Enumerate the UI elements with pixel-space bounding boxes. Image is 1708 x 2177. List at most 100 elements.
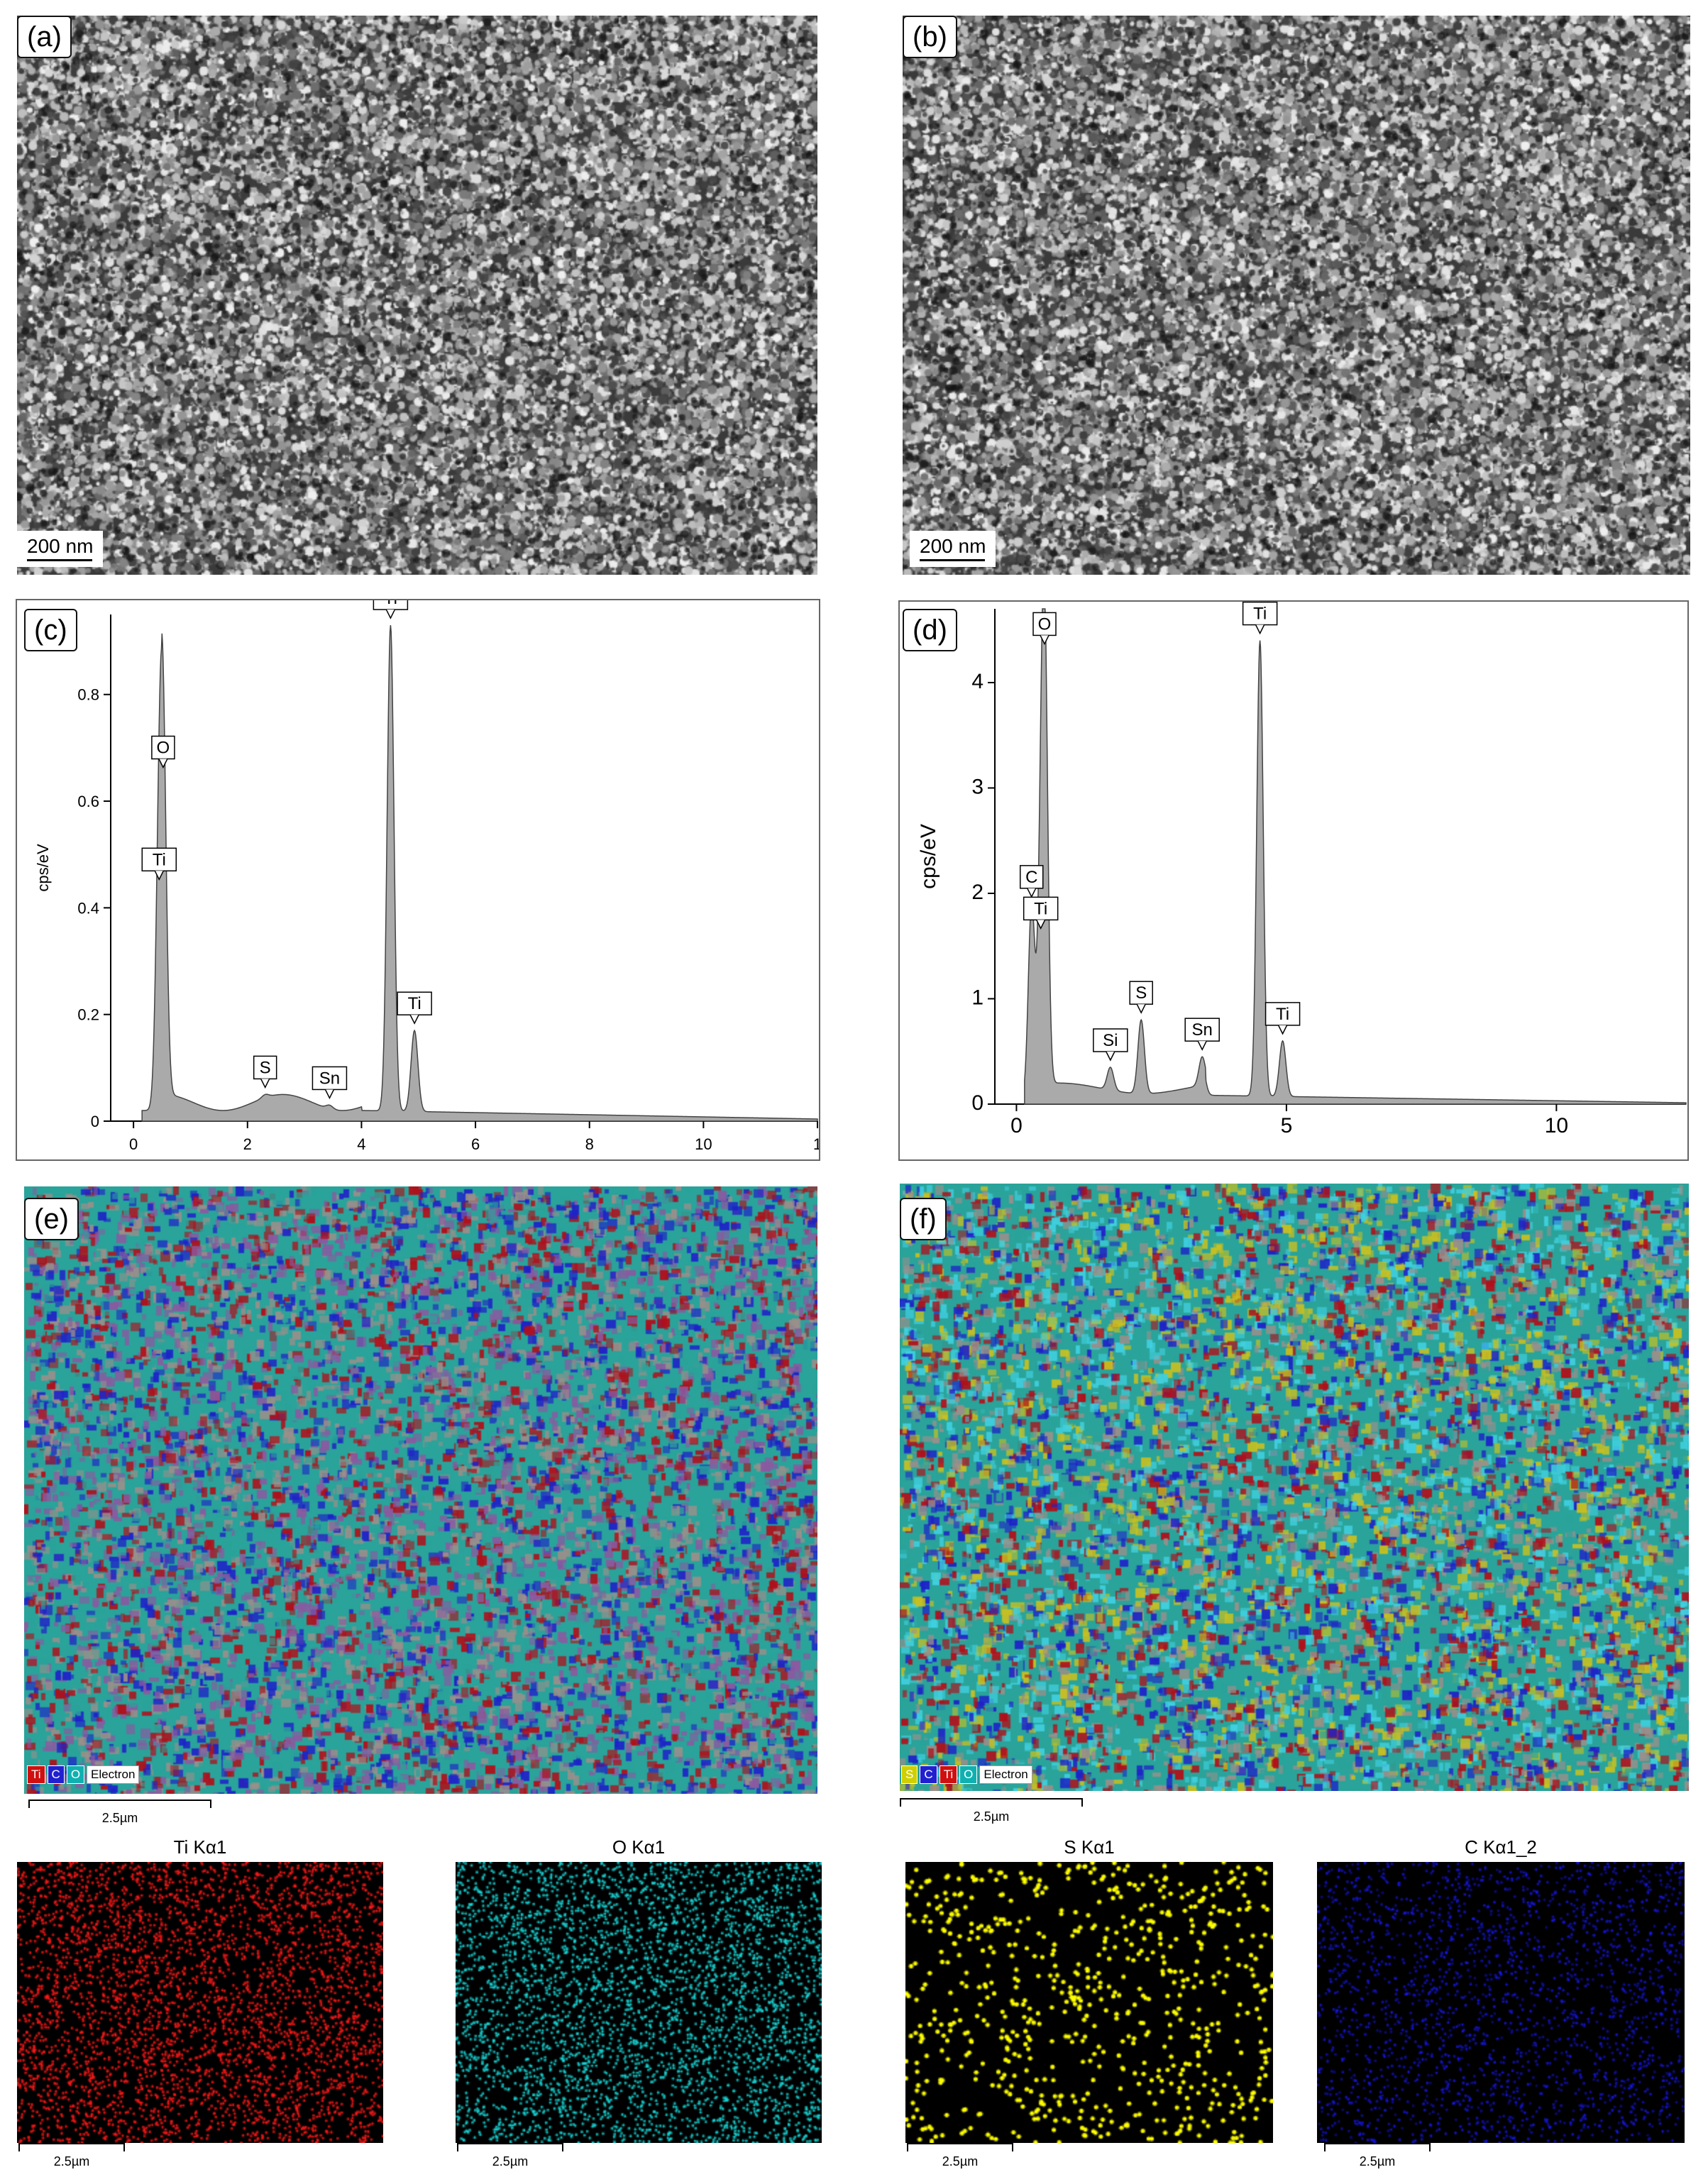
svg-text:C: C	[1025, 868, 1037, 887]
svg-text:Ti: Ti	[384, 600, 397, 608]
svg-text:Ti: Ti	[1253, 605, 1267, 624]
peak-label: S	[253, 1055, 277, 1089]
svg-text:O: O	[1038, 614, 1052, 634]
panel-label-f: (f)	[900, 1198, 947, 1240]
legend-electron: Electron	[979, 1765, 1032, 1784]
scale-bar-a-label: 200 nm	[27, 535, 94, 557]
legend-swatch-o: O	[959, 1765, 978, 1784]
legend-swatch-c: C	[920, 1765, 937, 1784]
eds-layered-map-e	[24, 1186, 817, 1794]
map-scale-f-label: 2.5µm	[973, 1809, 1010, 1824]
spectrum-panel-d: 0 5 10 0 1 2 3 4 cps/eV C Ti O Si S Sn Ti Ti (d)	[898, 600, 1689, 1161]
y-tick-label: 2	[971, 881, 984, 904]
map-scale-e-label: 2.5µm	[101, 1811, 138, 1825]
svg-text:Ti: Ti	[1034, 899, 1047, 918]
svg-text:Ti: Ti	[153, 850, 166, 869]
sem-panel-a: (a) 200 nm	[17, 16, 817, 575]
map-scale-s: 2.5µm	[907, 2143, 1013, 2171]
y-tick-label: 0.4	[77, 899, 99, 917]
map-scale-c: 2.5µm	[1324, 2143, 1431, 2171]
svg-text:Sn: Sn	[1192, 1020, 1213, 1040]
peak-label: Ti	[397, 991, 432, 1025]
sem-image-a	[17, 16, 817, 575]
peak-label: Ti	[1265, 1002, 1301, 1035]
map-title-c: C Kα1_2	[1465, 1836, 1537, 1858]
spectrum-trace	[1024, 608, 1687, 1105]
peak-label: Sn	[312, 1066, 348, 1100]
x-tick-label: 0	[129, 1135, 138, 1153]
peak-label: Sn	[1184, 1018, 1220, 1051]
element-map-ti	[17, 1862, 383, 2143]
panel-label-e: (e)	[24, 1198, 79, 1240]
y-tick-label: 0	[91, 1113, 99, 1130]
panel-label-d: (d)	[903, 609, 957, 651]
y-axis-label: cps/eV	[917, 824, 940, 889]
legend-swatch-ti: Ti	[27, 1765, 45, 1784]
peak-label: O	[1032, 612, 1057, 646]
spectrum-chart-d: 0 5 10 0 1 2 3 4 cps/eV C Ti O Si S Sn Ti Ti	[917, 602, 1687, 1137]
scale-bar-b: 200 nm	[910, 531, 996, 567]
x-tick-label: 2	[243, 1135, 252, 1153]
svg-text:S: S	[1135, 983, 1147, 1003]
svg-text:Sn: Sn	[319, 1069, 340, 1088]
y-tick-label: 1	[971, 986, 984, 1009]
peak-label: Ti	[373, 600, 409, 619]
legend-swatch-s: S	[901, 1765, 918, 1784]
x-tick-label: 5	[1281, 1114, 1293, 1137]
x-tick-label: 4	[357, 1135, 365, 1153]
y-tick-label: 4	[971, 670, 984, 693]
map-title-ti: Ti Kα1	[173, 1836, 227, 1858]
panel-label-a: (a)	[17, 16, 72, 58]
legend-swatch-c: C	[47, 1765, 65, 1784]
y-tick-label: 0.2	[77, 1006, 99, 1024]
y-tick-label: 0	[971, 1091, 984, 1115]
eds-map-panel-f: (f)	[900, 1184, 1689, 1791]
svg-text:O: O	[157, 738, 170, 757]
sem-panel-b: (b) 200 nm	[903, 16, 1690, 575]
legend-electron: Electron	[87, 1765, 140, 1784]
svg-text:Ti: Ti	[1276, 1005, 1289, 1024]
map-title-o: O Kα1	[612, 1836, 666, 1858]
map-legend-e-items: Ti C O Electron	[27, 1765, 140, 1784]
x-tick-label: 8	[585, 1135, 594, 1153]
map-scale-f: 2.5µm	[900, 1798, 1083, 1826]
x-tick-label: 1	[813, 1135, 819, 1153]
peak-label: Ti	[141, 847, 177, 881]
peak-label: S	[1129, 981, 1153, 1014]
element-map-c	[1317, 1862, 1685, 2143]
x-tick-label: 10	[1545, 1114, 1568, 1137]
y-tick-label: 0.8	[77, 686, 99, 704]
peak-label: Si	[1093, 1028, 1128, 1062]
map-scale-o: 2.5µm	[457, 2143, 563, 2171]
map-scale-o-label: 2.5µm	[492, 2154, 529, 2168]
svg-text:Ti: Ti	[408, 994, 422, 1013]
map-scale-c-label: 2.5µm	[1359, 2154, 1396, 2168]
y-tick-label: 0.6	[77, 793, 99, 810]
y-tick-label: 3	[971, 775, 984, 798]
scale-bar-b-label: 200 nm	[920, 535, 986, 557]
legend-swatch-ti: Ti	[939, 1765, 958, 1784]
legend-swatch-o: O	[66, 1765, 85, 1784]
scale-bar-a: 200 nm	[17, 531, 104, 567]
map-scale-e: 2.5µm	[28, 1800, 211, 1828]
svg-text:Si: Si	[1103, 1031, 1118, 1050]
eds-layered-map-f	[900, 1184, 1689, 1791]
map-scale-s-label: 2.5µm	[942, 2154, 979, 2168]
peak-label: Ti	[1023, 896, 1059, 930]
panel-label-b: (b)	[903, 16, 957, 58]
map-scale-ti-label: 2.5µm	[53, 2154, 90, 2168]
map-scale-ti: 2.5µm	[18, 2143, 125, 2171]
peak-label: Ti	[1242, 602, 1278, 635]
map-title-s: S Kα1	[1064, 1836, 1115, 1858]
element-map-s	[905, 1862, 1273, 2143]
spectrum-trace	[141, 624, 818, 1122]
x-tick-label: 6	[471, 1135, 480, 1153]
svg-text:S: S	[260, 1058, 271, 1077]
y-axis-label: cps/eV	[34, 844, 52, 892]
element-map-o	[456, 1862, 822, 2143]
eds-map-panel-e: (e)	[24, 1186, 817, 1794]
peak-label: O	[151, 735, 175, 769]
x-tick-label: 0	[1010, 1114, 1023, 1137]
